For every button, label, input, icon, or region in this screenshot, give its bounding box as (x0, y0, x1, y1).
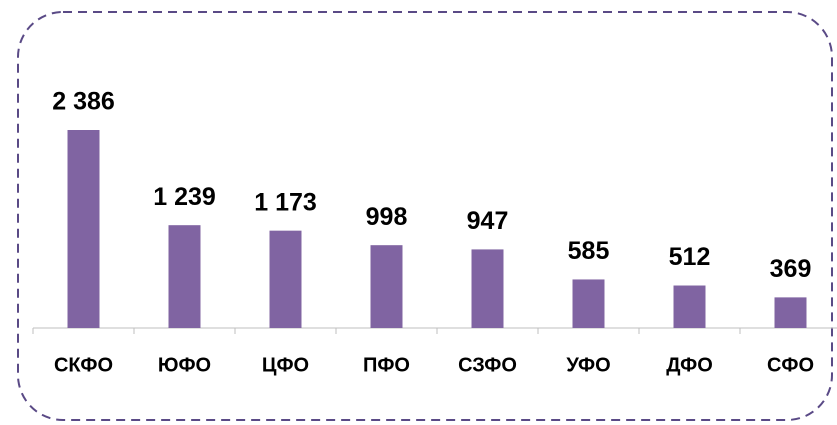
x-tick-label: СКФО (54, 354, 113, 376)
bar (370, 245, 403, 328)
x-tick-label: СЗФО (458, 354, 517, 376)
value-label: 369 (770, 255, 812, 283)
value-label: 947 (467, 207, 509, 235)
value-label: 1 173 (254, 188, 317, 216)
bar (269, 230, 302, 328)
x-tick-label: ЮФО (158, 354, 211, 376)
x-tick-label: ЦФО (262, 354, 309, 376)
bar (572, 279, 605, 328)
value-label: 512 (669, 243, 711, 271)
x-tick-label: ДФО (666, 354, 713, 376)
bar (471, 249, 504, 328)
bar (673, 285, 706, 328)
value-label: 1 239 (153, 183, 216, 211)
x-tick-label: СФО (767, 354, 814, 376)
frame (17, 11, 833, 421)
value-label: 2 386 (52, 88, 115, 116)
value-label: 585 (568, 237, 610, 265)
bar (67, 130, 100, 328)
value-label: 998 (366, 203, 408, 231)
bar (168, 225, 201, 328)
bar (774, 297, 807, 328)
x-tick-label: ПФО (363, 354, 410, 376)
x-tick-label: УФО (566, 354, 610, 376)
